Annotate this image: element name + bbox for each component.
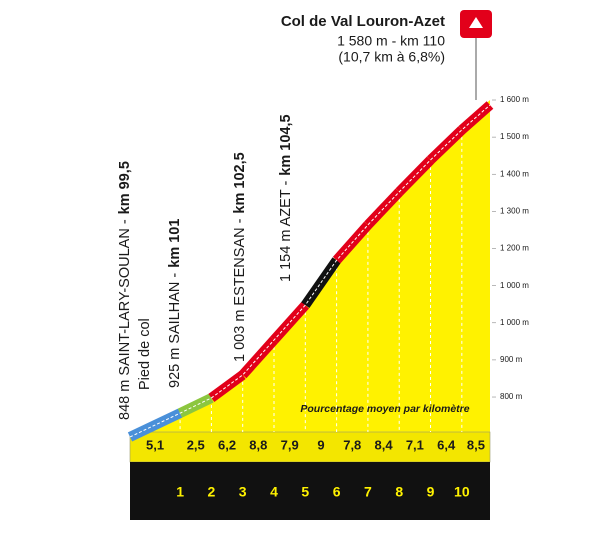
x-tick-label: 9 bbox=[427, 484, 435, 500]
waypoint-label: 848 m SAINT-LARY-SOULAN - km 99,5 bbox=[117, 161, 133, 420]
y-tick-label: 1 300 m bbox=[500, 206, 529, 215]
x-tick-label: 1 bbox=[176, 484, 184, 500]
summit-detail: 1 580 m - km 110 bbox=[337, 33, 445, 49]
waypoint-label: 1 154 m AZET - km 104,5 bbox=[278, 114, 294, 282]
km-band bbox=[130, 462, 490, 520]
y-tick-label: 1 500 m bbox=[500, 132, 529, 141]
waypoint-label: 1 003 m ESTENSAN - km 102,5 bbox=[232, 152, 248, 362]
x-tick-label: 6 bbox=[333, 484, 341, 500]
gradient-label: 6,4 bbox=[437, 437, 456, 452]
waypoint-km: km 102,5 bbox=[232, 152, 248, 213]
waypoint-place: 925 m SAILHAN - bbox=[167, 273, 183, 388]
waypoint-place: 1 154 m AZET - bbox=[278, 181, 294, 282]
y-tick-label: 1 400 m bbox=[500, 169, 529, 178]
summit-name: Col de Val Louron-Azet bbox=[281, 13, 445, 30]
gradient-label: 8,8 bbox=[249, 437, 267, 452]
x-tick-label: 8 bbox=[395, 484, 403, 500]
gradient-label: 5,1 bbox=[146, 437, 164, 452]
x-tick-label: 2 bbox=[207, 484, 215, 500]
y-tick-label: 1 200 m bbox=[500, 244, 529, 253]
gradient-caption: Pourcentage moyen par kilomètre bbox=[300, 403, 469, 415]
waypoint-place: 848 m SAINT-LARY-SOULAN - bbox=[117, 219, 133, 420]
y-tick-label: 800 m bbox=[500, 392, 523, 401]
waypoint-km: km 101 bbox=[167, 219, 183, 268]
gradient-label: 8,5 bbox=[467, 437, 485, 452]
x-tick-label: 5 bbox=[301, 484, 309, 500]
gradient-strip bbox=[129, 431, 491, 463]
summit-summary: (10,7 km à 6,8%) bbox=[338, 49, 445, 65]
waypoint-label: 925 m SAILHAN - km 101 bbox=[167, 219, 183, 388]
y-tick-label: 1 000 m bbox=[500, 281, 529, 290]
summit-flag bbox=[460, 10, 492, 100]
x-tick-label: 3 bbox=[239, 484, 247, 500]
waypoint-km: km 104,5 bbox=[278, 114, 294, 175]
y-tick-label: 900 m bbox=[500, 355, 523, 364]
x-tick-label: 7 bbox=[364, 484, 372, 500]
gradient-label: 6,2 bbox=[218, 437, 236, 452]
x-tick-label: 10 bbox=[454, 484, 470, 500]
gradient-label: 9 bbox=[317, 437, 324, 452]
gradient-label: 7,8 bbox=[343, 437, 361, 452]
x-tick-label: 4 bbox=[270, 484, 278, 500]
waypoint-note: Pied de col bbox=[137, 318, 153, 390]
gradient-label: 2,5 bbox=[187, 437, 205, 452]
gradient-label: 7,9 bbox=[281, 437, 299, 452]
y-tick-label: 1 000 m bbox=[500, 318, 529, 327]
gradient-label: 7,1 bbox=[406, 437, 424, 452]
gradient-label: 8,4 bbox=[375, 437, 394, 452]
y-tick-label: 1 600 m bbox=[500, 95, 529, 104]
profile-dash bbox=[129, 104, 491, 438]
waypoint-place: 1 003 m ESTENSAN - bbox=[232, 218, 248, 362]
waypoint-km: km 99,5 bbox=[117, 161, 133, 214]
